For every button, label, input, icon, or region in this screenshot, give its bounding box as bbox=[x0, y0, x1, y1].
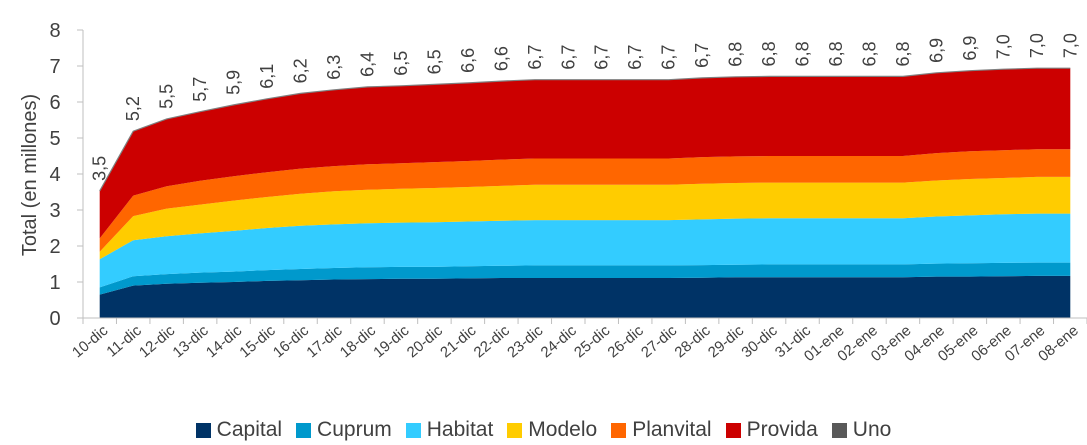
axes bbox=[77, 29, 1087, 324]
legend-item-provida: Provida bbox=[725, 418, 818, 442]
x-tick-label: 16-dic bbox=[270, 322, 313, 362]
x-tick-label: 29-dic bbox=[705, 322, 748, 362]
total-data-label: 5,2 bbox=[123, 96, 143, 121]
x-tick-label: 12-dic bbox=[136, 322, 179, 362]
x-tick-label: 20-dic bbox=[404, 322, 447, 362]
total-data-label: 6,8 bbox=[826, 41, 846, 66]
y-tick-label: 8 bbox=[49, 20, 60, 42]
total-data-label: 6,7 bbox=[592, 45, 612, 70]
legend-item-uno: Uno bbox=[831, 418, 892, 442]
x-tick-label: 11-dic bbox=[103, 322, 145, 361]
legend-label: Modelo bbox=[528, 418, 598, 441]
total-data-label: 6,5 bbox=[424, 49, 444, 74]
total-outline bbox=[99, 67, 1071, 192]
legend-label: Planvital bbox=[632, 418, 712, 441]
legend-item-planvital: Planvital bbox=[611, 418, 712, 442]
legend-swatch bbox=[831, 422, 847, 438]
x-tick-label: 14-dic bbox=[203, 322, 246, 362]
x-tick-label: 13-dic bbox=[169, 322, 212, 362]
legend-label: Provida bbox=[746, 418, 818, 441]
total-data-label: 6,7 bbox=[625, 45, 645, 70]
area-modelo bbox=[99, 176, 1071, 260]
y-tick-labels: 0 1 2 3 4 5 6 7 8 bbox=[49, 20, 60, 330]
total-data-label: 6,5 bbox=[391, 51, 411, 76]
total-data-label: 3,5 bbox=[90, 156, 110, 181]
legend-swatch bbox=[611, 422, 627, 438]
legend-label: Habitat bbox=[426, 418, 494, 441]
total-data-label: 6,7 bbox=[525, 45, 545, 70]
y-tick-label: 2 bbox=[49, 236, 60, 258]
area-cuprum bbox=[99, 262, 1071, 295]
total-data-label: 6,7 bbox=[659, 45, 679, 70]
x-tick-label: 30-dic bbox=[738, 322, 781, 362]
stacked-areas bbox=[99, 67, 1071, 318]
legend-item-cuprum: Cuprum bbox=[296, 418, 392, 442]
legend-swatch bbox=[405, 422, 421, 438]
total-data-label: 6,8 bbox=[759, 41, 779, 66]
x-tick-label: 15-dic bbox=[236, 322, 279, 362]
total-data-label: 6,9 bbox=[960, 36, 980, 61]
x-tick-label: 24-dic bbox=[538, 322, 581, 362]
total-data-label: 6,8 bbox=[726, 42, 746, 67]
total-data-label: 6,7 bbox=[558, 45, 578, 70]
chart: Total (en millones) 0 1 2 3 4 5 6 7 8 10-dic11-d… bbox=[19, 20, 1087, 365]
legend-label: Capital bbox=[216, 418, 283, 441]
x-tick-label: 22-dic bbox=[471, 322, 514, 362]
total-data-label: 6,8 bbox=[793, 41, 813, 66]
y-tick-label: 5 bbox=[49, 128, 60, 150]
total-data-label: 6,6 bbox=[458, 48, 478, 73]
y-tick-label: 1 bbox=[49, 272, 60, 294]
x-tick-label: 28-dic bbox=[671, 322, 714, 362]
y-tick-label: 4 bbox=[49, 164, 60, 186]
area-capital bbox=[99, 275, 1071, 318]
x-tick-label: 25-dic bbox=[571, 322, 614, 362]
x-tick-label: 26-dic bbox=[605, 322, 648, 362]
legend-item-modelo: Modelo bbox=[507, 418, 597, 442]
total-data-label: 6,9 bbox=[926, 38, 946, 63]
total-data-label: 5,5 bbox=[157, 84, 177, 109]
y-tick-label: 0 bbox=[49, 308, 60, 330]
total-data-label: 6,1 bbox=[257, 64, 277, 89]
total-data-label: 7,0 bbox=[993, 34, 1013, 59]
legend-swatch bbox=[195, 422, 211, 438]
legend-label: Uno bbox=[852, 418, 892, 441]
legend-swatch bbox=[296, 422, 312, 438]
total-data-label: 5,9 bbox=[224, 70, 244, 95]
x-tick-label: 27-dic bbox=[638, 322, 681, 362]
total-data-label: 7,0 bbox=[1027, 33, 1047, 58]
area-provida bbox=[99, 68, 1071, 239]
total-data-label: 6,7 bbox=[692, 43, 712, 68]
total-data-labels: 3,5 5,2 5,5 5,7 5,9 6,1 6,2 6,3 6,4 6,5 6,5 6,6 6,6 6… bbox=[90, 33, 1081, 181]
x-tick-label: 23-dic bbox=[504, 322, 547, 362]
total-data-label: 5,7 bbox=[190, 77, 210, 102]
area-habitat bbox=[99, 213, 1071, 288]
total-data-label: 6,8 bbox=[859, 41, 879, 66]
total-data-label: 6,6 bbox=[491, 46, 511, 71]
legend-label: Cuprum bbox=[317, 418, 392, 441]
x-tick-label: 19-dic bbox=[370, 322, 413, 362]
x-tick-label: 18-dic bbox=[337, 322, 380, 362]
legend-swatch bbox=[725, 422, 741, 438]
y-tick-label: 6 bbox=[49, 92, 60, 114]
x-tick-label: 10-dic bbox=[69, 322, 112, 362]
total-data-label: 6,8 bbox=[893, 41, 913, 66]
legend-item-capital: Capital bbox=[195, 418, 283, 442]
legend-swatch bbox=[507, 422, 523, 438]
x-tick-labels: 10-dic11-dic12-dic13-dic14-dic15-dic16-d… bbox=[69, 322, 1082, 365]
legend: Capital Cuprum Habitat Modelo Planvital Provi… bbox=[0, 418, 1087, 442]
x-tick-label: 17-dic bbox=[303, 322, 346, 362]
y-tick-label: 3 bbox=[49, 200, 60, 222]
total-data-label: 6,3 bbox=[324, 55, 344, 80]
y-tick-label: 7 bbox=[49, 56, 60, 78]
total-data-label: 7,0 bbox=[1060, 33, 1080, 58]
total-data-label: 6,4 bbox=[357, 52, 377, 77]
x-tick-label: 21-dic bbox=[437, 322, 480, 362]
legend-item-habitat: Habitat bbox=[405, 418, 494, 442]
y-axis-label: Total (en millones) bbox=[19, 94, 41, 256]
total-data-label: 6,2 bbox=[291, 58, 311, 83]
area-planvital bbox=[99, 149, 1071, 252]
